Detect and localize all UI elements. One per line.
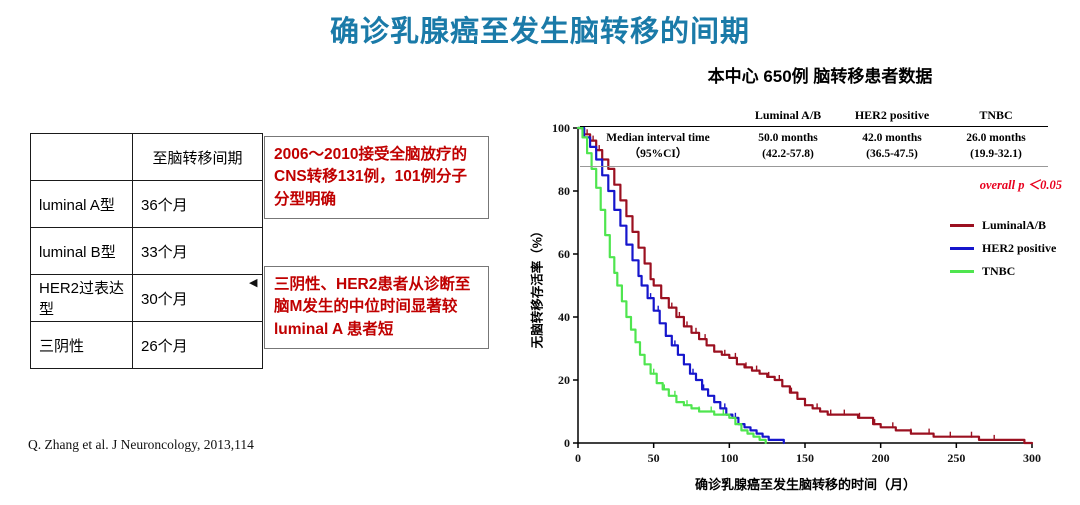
- svg-text:60: 60: [558, 247, 570, 261]
- svg-text:0: 0: [575, 451, 581, 465]
- legend-label-tnbc: TNBC: [982, 264, 1016, 278]
- row-label-luminal-a: luminal A型: [30, 180, 133, 228]
- median-interval-table: Luminal A/B HER2 positive TNBC Median in…: [580, 108, 1048, 168]
- legend: LuminalA/B HER2 positive TNBC: [950, 218, 1056, 287]
- note-conclusion: 三阴性、HER2患者从诊断至脑M发生的中位时间显著较luminal A 患者短: [264, 266, 489, 350]
- svg-text:50: 50: [648, 451, 660, 465]
- legend-swatch-luminal: [950, 224, 974, 227]
- pointer-arrow-icon: ◀: [249, 277, 258, 289]
- legend-swatch-her2: [950, 247, 974, 250]
- row-value-luminal-b: 33个月: [132, 227, 263, 275]
- page-title: 确诊乳腺癌至发生脑转移的间期: [329, 16, 750, 48]
- stats-row-label: Median interval time （95%CI）: [580, 130, 736, 162]
- stats-header-row: Luminal A/B HER2 positive TNBC: [580, 108, 1048, 126]
- stats-row-label-line1: Median interval time: [606, 132, 710, 144]
- legend-swatch-tnbc: [950, 270, 974, 273]
- svg-text:20: 20: [558, 373, 570, 387]
- km-chart: 0 20 40 60 80 100 0 50 100 150 200 250 300 无脑转移存活率（%…: [520, 88, 1070, 500]
- citation: Q. Zhang et al. J Neuroncology, 2013,114: [28, 437, 254, 452]
- x-axis-label: 确诊乳腺癌至发生脑转移的时间（月）: [694, 477, 916, 492]
- stats-col-her2: HER2 positive: [854, 108, 930, 122]
- svg-text:300: 300: [1023, 451, 1041, 465]
- svg-text:250: 250: [947, 451, 965, 465]
- row-value-luminal-a: 36个月: [132, 180, 263, 228]
- stats-value-row: Median interval time （95%CI） 50.0 months…: [580, 126, 1048, 168]
- row-value-her2: 30个月: [132, 274, 263, 322]
- km-plot: 0 20 40 60 80 100 0 50 100 150 200 250 300: [552, 121, 1041, 465]
- interval-table: 至脑转移间期 luminal A型 36个月 luminal B型 33个月 H…: [30, 133, 263, 369]
- row-label-tnbc: 三阴性: [30, 321, 133, 369]
- svg-text:40: 40: [558, 310, 570, 324]
- note-cohort: 2006～2010接受全脑放疗的CNS转移131例，101例分子分型明确: [264, 136, 489, 220]
- row-label-her2: HER2过表达型: [30, 274, 133, 322]
- row-value-tnbc: 26个月: [132, 321, 263, 369]
- table-row: HER2过表达型 30个月: [30, 274, 263, 322]
- legend-label-luminal: LuminalA/B: [982, 218, 1047, 232]
- table-header-row: 至脑转移间期: [30, 133, 263, 181]
- stats-col-luminal: Luminal A/B: [754, 108, 822, 122]
- row-label-luminal-b: luminal B型: [30, 227, 133, 275]
- stats-value-her2: 42.0 months (36.5-47.5): [862, 132, 922, 161]
- svg-text:200: 200: [872, 451, 890, 465]
- svg-text:0: 0: [564, 436, 570, 450]
- svg-text:100: 100: [720, 451, 738, 465]
- chart-title: 本中心 650例 脑转移患者数据: [707, 67, 933, 86]
- stats-header-empty: [580, 108, 736, 123]
- stats-value-tnbc: 26.0 months (19.9-32.1): [966, 132, 1026, 161]
- svg-text:100: 100: [552, 121, 570, 135]
- p-value: overall p ＜0.05: [979, 178, 1062, 192]
- legend-item-luminal: LuminalA/B: [950, 218, 1056, 233]
- table-row: luminal B型 33个月: [30, 227, 263, 275]
- svg-text:150: 150: [796, 451, 814, 465]
- svg-text:80: 80: [558, 184, 570, 198]
- table-header-interval: 至脑转移间期: [132, 133, 263, 181]
- stats-row-label-line2: （95%CI）: [628, 148, 688, 161]
- table-row: luminal A型 36个月: [30, 180, 263, 228]
- legend-item-her2: HER2 positive: [950, 241, 1056, 256]
- legend-item-tnbc: TNBC: [950, 264, 1056, 279]
- legend-label-her2: HER2 positive: [982, 241, 1057, 255]
- table-header-empty: [30, 133, 133, 181]
- table-row: 三阴性 26个月: [30, 321, 263, 369]
- y-axis-label: 无脑转移存活率（%）: [530, 224, 545, 349]
- stats-value-luminal: 50.0 months (42.2-57.8): [758, 132, 818, 161]
- stats-col-tnbc: TNBC: [979, 108, 1013, 122]
